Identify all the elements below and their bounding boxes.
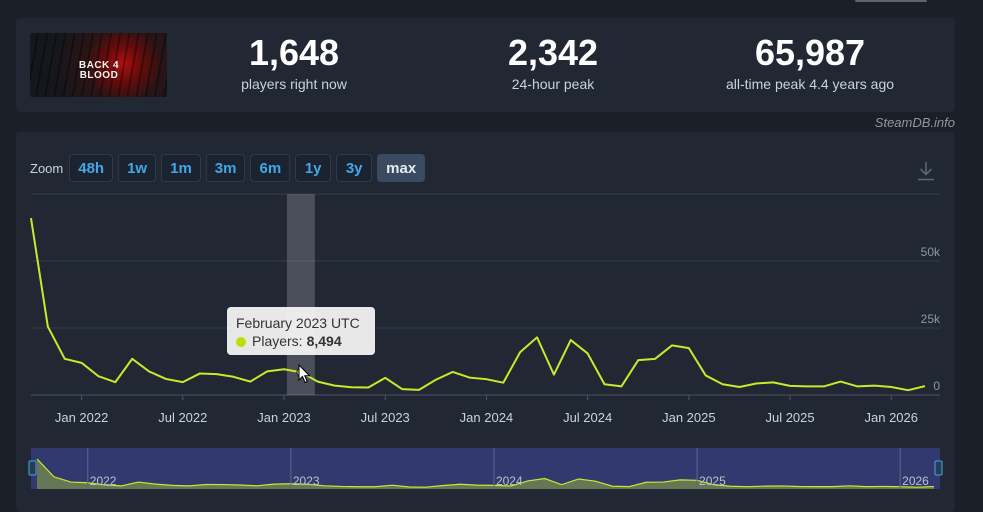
y-tick-label: 25k bbox=[921, 312, 941, 326]
tooltip-series-label: Players: bbox=[252, 333, 303, 350]
tooltip-value: 8,494 bbox=[307, 333, 342, 350]
x-tick-label: Jan 2026 bbox=[865, 410, 919, 425]
x-tick-label: Jul 2022 bbox=[158, 410, 207, 425]
navigator-handle-right[interactable] bbox=[935, 461, 942, 475]
x-tick-label: Jul 2025 bbox=[765, 410, 814, 425]
navigator-handle-left[interactable] bbox=[29, 461, 36, 475]
series-dot-icon bbox=[236, 337, 246, 347]
navigator-tick-label: 2023 bbox=[293, 474, 320, 488]
navigator-tick-label: 2024 bbox=[496, 474, 523, 488]
mouse-pointer-icon bbox=[298, 364, 312, 384]
y-tick-label: 50k bbox=[921, 245, 941, 259]
x-tick-label: Jul 2024 bbox=[563, 410, 612, 425]
tooltip-row: Players: 8,494 bbox=[236, 333, 366, 350]
y-tick-label: 0 bbox=[933, 379, 940, 393]
chart-tooltip: February 2023 UTC Players: 8,494 bbox=[227, 307, 375, 355]
navigator-tick-label: 2022 bbox=[90, 474, 117, 488]
navigator-selection bbox=[31, 448, 940, 489]
players-series-line bbox=[31, 218, 925, 390]
navigator-tick-label: 2025 bbox=[699, 474, 726, 488]
x-tick-label: Jan 2022 bbox=[55, 410, 109, 425]
x-tick-label: Jan 2024 bbox=[460, 410, 514, 425]
x-tick-label: Jan 2023 bbox=[257, 410, 311, 425]
x-tick-label: Jul 2023 bbox=[361, 410, 410, 425]
navigator-tick-label: 2026 bbox=[902, 474, 929, 488]
tooltip-date: February 2023 UTC bbox=[236, 315, 366, 332]
x-tick-label: Jan 2025 bbox=[662, 410, 716, 425]
